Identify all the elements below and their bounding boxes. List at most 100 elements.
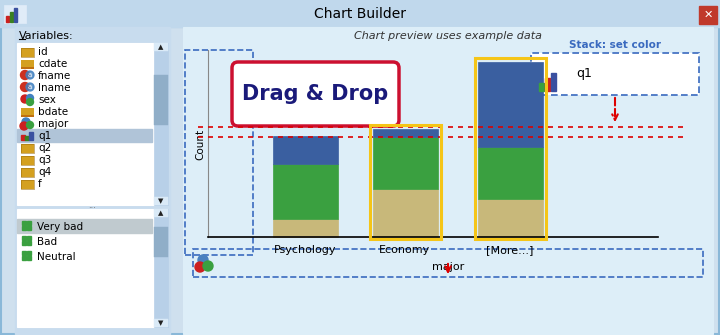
- Text: fname: fname: [38, 71, 71, 81]
- Bar: [22, 256, 26, 260]
- Bar: [21, 168, 34, 177]
- Bar: [21, 48, 34, 57]
- Bar: [154, 209, 168, 327]
- Circle shape: [27, 98, 34, 106]
- Bar: [699, 6, 717, 24]
- Text: q2: q2: [38, 143, 51, 153]
- Bar: [551, 73, 556, 91]
- Bar: [183, 27, 713, 334]
- Circle shape: [27, 122, 34, 129]
- Bar: [21, 115, 34, 117]
- Text: Drag & Drop: Drag & Drop: [242, 84, 388, 104]
- Circle shape: [20, 82, 30, 91]
- Bar: [154, 209, 168, 217]
- Text: lname: lname: [38, 83, 71, 93]
- Text: sex: sex: [38, 95, 56, 105]
- Bar: [17, 219, 152, 233]
- Circle shape: [20, 70, 30, 79]
- Bar: [477, 199, 542, 237]
- Bar: [6, 16, 9, 22]
- Circle shape: [26, 71, 34, 79]
- Text: ▲: ▲: [158, 44, 163, 50]
- Bar: [15, 27, 170, 334]
- Bar: [27, 256, 31, 260]
- Bar: [372, 189, 438, 237]
- Bar: [272, 164, 338, 219]
- Text: ▲: ▲: [158, 210, 163, 216]
- Bar: [21, 48, 34, 57]
- Bar: [154, 75, 168, 125]
- Text: Very bad: Very bad: [37, 222, 83, 232]
- Text: ✕: ✕: [703, 10, 713, 20]
- Text: a: a: [28, 84, 32, 90]
- Bar: [27, 236, 31, 240]
- Bar: [4, 5, 26, 23]
- Bar: [17, 129, 152, 142]
- Bar: [369, 125, 441, 239]
- Bar: [21, 156, 34, 165]
- Circle shape: [26, 83, 34, 91]
- Bar: [27, 221, 31, 225]
- Bar: [272, 136, 338, 164]
- Bar: [154, 319, 168, 327]
- Bar: [477, 62, 542, 147]
- Bar: [21, 135, 24, 140]
- Bar: [154, 227, 168, 257]
- Bar: [27, 226, 31, 230]
- Bar: [531, 53, 699, 95]
- Bar: [21, 168, 34, 177]
- Bar: [539, 83, 544, 91]
- Text: Chart preview uses example data: Chart preview uses example data: [354, 31, 542, 41]
- Bar: [21, 60, 34, 69]
- Bar: [154, 43, 168, 51]
- Bar: [154, 197, 168, 205]
- Bar: [545, 78, 550, 91]
- Bar: [477, 147, 542, 199]
- Bar: [21, 180, 34, 189]
- Text: Psychology: Psychology: [274, 245, 336, 255]
- Bar: [21, 144, 34, 153]
- Bar: [21, 156, 34, 165]
- Text: Bad: Bad: [37, 237, 57, 247]
- Circle shape: [203, 261, 213, 271]
- Text: q1: q1: [576, 67, 592, 80]
- Bar: [17, 43, 154, 205]
- Bar: [10, 12, 13, 22]
- Text: cdate: cdate: [38, 59, 67, 69]
- Bar: [27, 241, 31, 245]
- Text: Stack: set color: Stack: set color: [569, 40, 661, 50]
- Bar: [25, 136, 29, 140]
- Text: Neutral: Neutral: [37, 252, 76, 262]
- Bar: [474, 58, 546, 239]
- Text: ▼: ▼: [158, 198, 163, 204]
- Bar: [27, 251, 31, 255]
- Text: q3: q3: [38, 155, 51, 165]
- Circle shape: [27, 94, 34, 102]
- Bar: [21, 108, 34, 117]
- Text: a: a: [28, 72, 32, 78]
- Text: major: major: [432, 262, 464, 272]
- Text: ▼: ▼: [158, 320, 163, 326]
- Text: [More...]: [More...]: [486, 245, 534, 255]
- Bar: [14, 8, 17, 22]
- Bar: [185, 50, 253, 255]
- Bar: [21, 67, 34, 69]
- Bar: [22, 241, 26, 245]
- Circle shape: [20, 122, 28, 130]
- Text: Chart Builder: Chart Builder: [314, 7, 406, 21]
- Bar: [29, 132, 32, 140]
- Text: major: major: [38, 119, 68, 129]
- Text: Count: Count: [195, 128, 205, 159]
- Bar: [22, 251, 26, 255]
- Text: Economy: Economy: [379, 245, 431, 255]
- Circle shape: [21, 95, 29, 103]
- Circle shape: [195, 262, 205, 272]
- Bar: [0, 0, 720, 27]
- Text: bdate: bdate: [38, 107, 68, 117]
- Bar: [193, 249, 703, 277]
- Text: q1: q1: [38, 131, 51, 141]
- FancyBboxPatch shape: [232, 62, 399, 126]
- Bar: [154, 43, 168, 205]
- Text: id: id: [38, 47, 48, 57]
- Text: Variables:: Variables:: [19, 31, 73, 41]
